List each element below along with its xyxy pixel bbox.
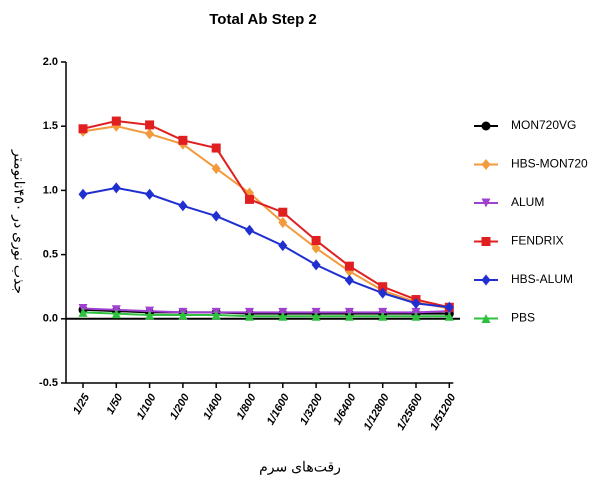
data-point: [378, 282, 388, 292]
x-tick-label: 1/6400: [331, 391, 359, 427]
data-point: [178, 135, 188, 145]
data-point: [145, 188, 155, 200]
x-tick-label: 1/51200: [428, 391, 459, 432]
data-point: [444, 301, 454, 313]
series-line: [82, 308, 450, 315]
data-point: [411, 311, 421, 321]
data-point: [111, 116, 121, 126]
series-line: [82, 120, 450, 309]
data-point: [211, 143, 221, 153]
y-tick-label: 0.0: [43, 313, 58, 325]
data-point: [211, 210, 221, 222]
data-point: [378, 311, 388, 321]
x-tick-label: 1/1600: [265, 391, 293, 427]
data-point: [145, 120, 155, 130]
x-tick-label: 1/800: [234, 391, 259, 422]
series-line: [82, 307, 450, 314]
data-point: [411, 297, 421, 309]
data-point: [278, 311, 288, 321]
series-line: [82, 186, 450, 309]
data-point: [145, 128, 155, 140]
legend-label: PBS: [511, 311, 535, 325]
y-tick-label: 1.0: [43, 184, 58, 196]
legend-label: HBS-MON720: [511, 157, 588, 171]
legend-label: HBS-ALUM: [511, 272, 573, 286]
data-point: [145, 310, 155, 320]
x-tick-label: 1/100: [135, 391, 160, 422]
x-tick-label: 1/12800: [362, 391, 393, 432]
y-tick-label: 0.5: [43, 249, 58, 261]
data-point: [211, 310, 221, 320]
legend-marker: [481, 198, 491, 208]
series-line: [82, 125, 450, 310]
data-point: [111, 182, 121, 194]
y-tick-label: -0.5: [39, 377, 58, 389]
data-point: [311, 311, 321, 321]
data-point: [78, 307, 88, 317]
data-point: [378, 287, 388, 299]
data-point: [278, 217, 288, 228]
data-point: [311, 235, 321, 245]
data-point: [344, 311, 354, 321]
data-point: [311, 242, 321, 254]
x-tick-label: 1/200: [168, 391, 193, 422]
legend-marker: [481, 159, 491, 170]
legend-marker: [481, 274, 491, 286]
data-point: [311, 259, 321, 271]
data-point: [245, 311, 254, 321]
x-tick-label: 1/400: [201, 391, 226, 422]
data-point: [178, 310, 188, 320]
data-point: [344, 274, 354, 286]
chart-title: Total Ab Step 2: [209, 11, 317, 28]
y-axis-label: جذب نوری در ۴۵۰نانومتر: [10, 149, 27, 294]
x-axis-label: رقت‌های سرم: [259, 459, 341, 476]
legend-label: ALUM: [511, 195, 544, 209]
series-line: [82, 311, 450, 318]
data-point: [245, 194, 254, 204]
data-point: [278, 240, 288, 252]
data-point: [278, 207, 288, 217]
data-point: [178, 200, 188, 212]
x-tick-label: 1/25600: [395, 391, 426, 432]
y-tick-label: 2.0: [43, 56, 58, 68]
data-point: [111, 309, 121, 319]
data-point: [245, 224, 254, 236]
data-point: [78, 124, 88, 134]
legend-label: MON720VG: [511, 118, 576, 132]
legend-marker: [481, 314, 491, 323]
data-point: [344, 261, 354, 271]
x-tick-label: 1/3200: [298, 391, 326, 427]
x-tick-label: 1/50: [104, 391, 126, 416]
legend-marker: [481, 237, 491, 246]
y-tick-label: 1.5: [43, 120, 58, 132]
legend-label: FENDRIX: [511, 234, 564, 248]
legend-marker: [481, 121, 491, 131]
x-tick-label: 1/25: [71, 391, 93, 416]
data-point: [444, 311, 454, 321]
data-point: [211, 163, 221, 175]
data-point: [78, 188, 88, 200]
